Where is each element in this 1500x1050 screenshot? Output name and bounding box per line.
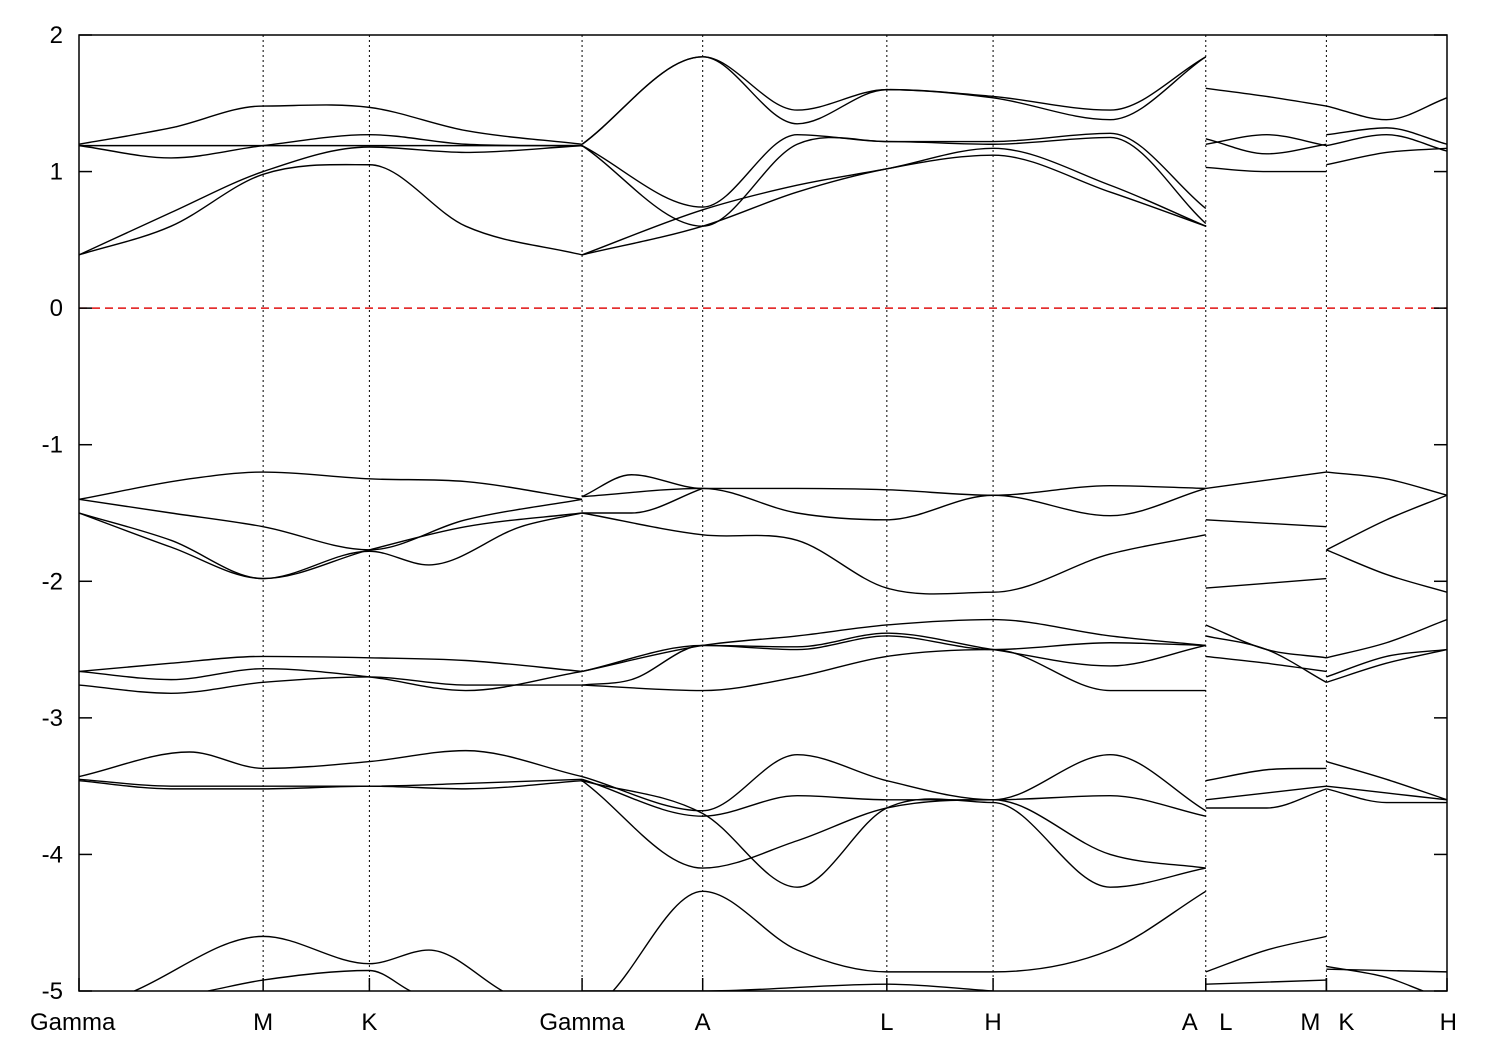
band-line <box>79 163 583 256</box>
x-tick-label: L <box>880 1009 893 1036</box>
band-line <box>582 632 1206 686</box>
band-line <box>79 471 583 501</box>
x-tick-label: L <box>1219 1009 1232 1036</box>
band-line <box>79 676 583 694</box>
x-tick-label: K <box>361 1009 377 1036</box>
band-line <box>1326 471 1447 496</box>
band-line <box>79 655 583 673</box>
y-tick-label: -1 <box>42 432 63 459</box>
x-tick-label: A <box>1182 1009 1198 1036</box>
band-line <box>1205 471 1327 490</box>
y-tick-label: 1 <box>50 159 63 186</box>
band-line <box>1326 133 1447 152</box>
band-line <box>582 487 1206 521</box>
band-line <box>1205 138 1327 155</box>
plot-border <box>78 34 1448 992</box>
band-line <box>1205 133 1327 147</box>
band-line <box>79 667 583 692</box>
band-line <box>581 56 1207 145</box>
band-lines <box>79 56 1447 991</box>
x-tick-label: Gamma <box>539 1009 625 1036</box>
band-line <box>582 487 703 514</box>
plot-frame <box>78 34 1448 992</box>
band-line <box>1326 147 1447 166</box>
band-line <box>79 778 583 787</box>
x-tick-label: A <box>695 1009 711 1036</box>
band-line <box>1326 788 1447 804</box>
x-tick-label: H <box>1440 1009 1457 1036</box>
band-line <box>1205 767 1327 782</box>
band-line <box>1326 785 1447 801</box>
kpoint-gridlines <box>262 35 1327 991</box>
y-tick-label: -3 <box>42 705 63 732</box>
x-axis-ticks: Gamma M K Gamma A L H A L M K H <box>30 978 1457 1036</box>
band-line <box>79 144 583 256</box>
band-line <box>79 512 583 580</box>
y-tick-label: 2 <box>50 22 63 49</box>
band-line <box>79 512 583 580</box>
band-line <box>1326 127 1447 145</box>
band-line <box>79 779 583 790</box>
band-line <box>1326 97 1447 121</box>
band-line <box>581 136 1207 227</box>
band-line <box>581 56 1207 145</box>
band-line <box>1205 624 1327 659</box>
y-tick-label: 0 <box>50 295 63 322</box>
band-line <box>1205 935 1327 973</box>
band-line <box>1326 648 1447 678</box>
band-line <box>1326 968 1447 973</box>
band-line <box>1205 979 1327 985</box>
band-line <box>1326 494 1447 551</box>
x-tick-label: K <box>1338 1009 1354 1036</box>
y-tick-label: -5 <box>42 978 63 1005</box>
band-line <box>581 512 1206 595</box>
band-line <box>581 754 1207 812</box>
band-line <box>581 474 1206 498</box>
band-line <box>1205 635 1327 683</box>
band-line <box>1205 577 1327 589</box>
band-line <box>79 498 583 551</box>
band-line <box>1326 760 1447 801</box>
band-line <box>581 132 1207 210</box>
band-line <box>612 890 1207 991</box>
band-line <box>1326 648 1447 684</box>
band-line <box>1205 519 1327 528</box>
y-axis-ticks: -5 -4 -3 -2 -1 0 1 2 <box>42 22 1447 1005</box>
band-line <box>581 618 1206 673</box>
band-line <box>1205 788 1327 809</box>
band-line <box>1205 87 1327 107</box>
band-line <box>1205 166 1327 173</box>
band-line <box>582 648 1206 692</box>
band-line <box>207 969 411 991</box>
band-line <box>1205 655 1327 673</box>
x-tick-label: H <box>984 1009 1001 1036</box>
band-line <box>582 983 994 991</box>
band-line <box>133 935 503 991</box>
band-line <box>581 780 1206 869</box>
band-line <box>79 104 583 145</box>
band-line <box>79 749 583 778</box>
x-tick-label: M <box>1300 1009 1320 1036</box>
band-line <box>581 780 1206 888</box>
band-line <box>1326 618 1447 659</box>
y-tick-label: -2 <box>42 568 63 595</box>
band-line <box>1326 965 1424 991</box>
band-line <box>1326 549 1447 593</box>
band-line <box>581 778 1206 817</box>
x-tick-label: Gamma <box>30 1009 116 1036</box>
band-line <box>581 154 1207 256</box>
x-tick-label: M <box>253 1009 273 1036</box>
band-line <box>1205 785 1327 801</box>
y-tick-label: -4 <box>42 841 63 868</box>
